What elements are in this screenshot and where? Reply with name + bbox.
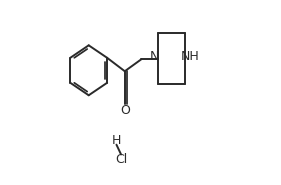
Text: H: H	[112, 134, 121, 147]
Text: Cl: Cl	[115, 153, 127, 166]
Text: O: O	[120, 105, 130, 117]
Text: N: N	[150, 51, 159, 63]
Text: NH: NH	[181, 51, 200, 63]
